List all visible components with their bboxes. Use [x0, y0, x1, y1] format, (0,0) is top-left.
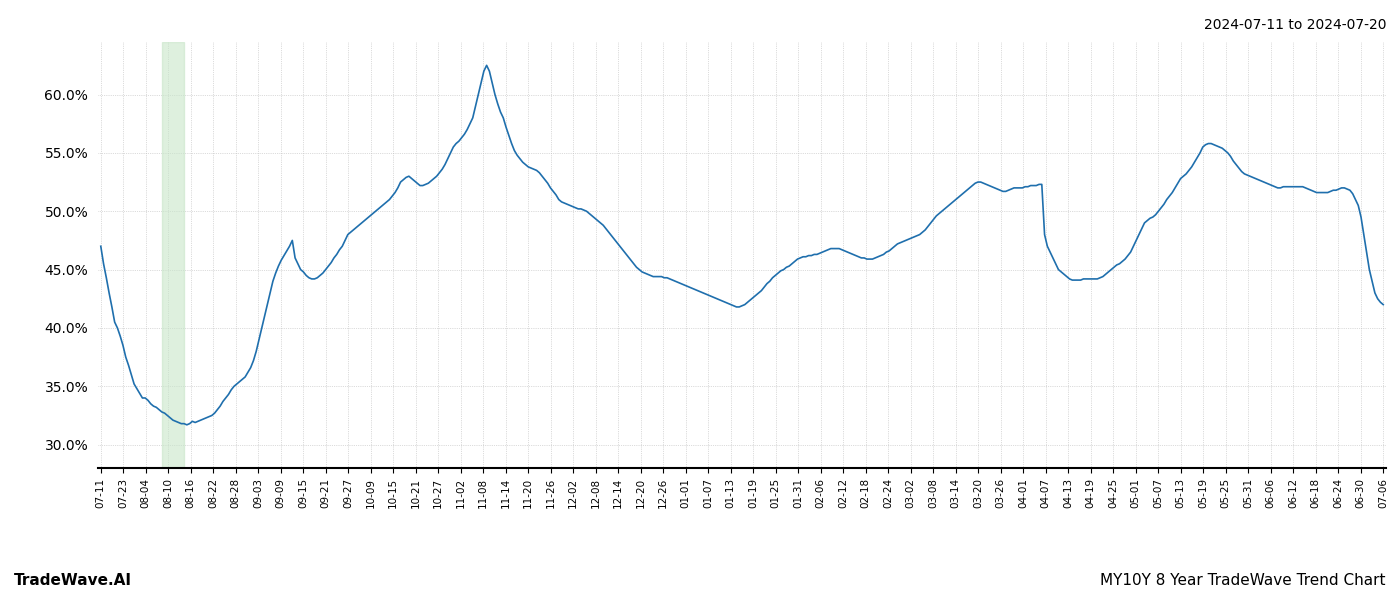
- Text: TradeWave.AI: TradeWave.AI: [14, 573, 132, 588]
- Bar: [162, 42, 183, 468]
- Text: MY10Y 8 Year TradeWave Trend Chart: MY10Y 8 Year TradeWave Trend Chart: [1100, 573, 1386, 588]
- Text: 2024-07-11 to 2024-07-20: 2024-07-11 to 2024-07-20: [1204, 18, 1386, 32]
